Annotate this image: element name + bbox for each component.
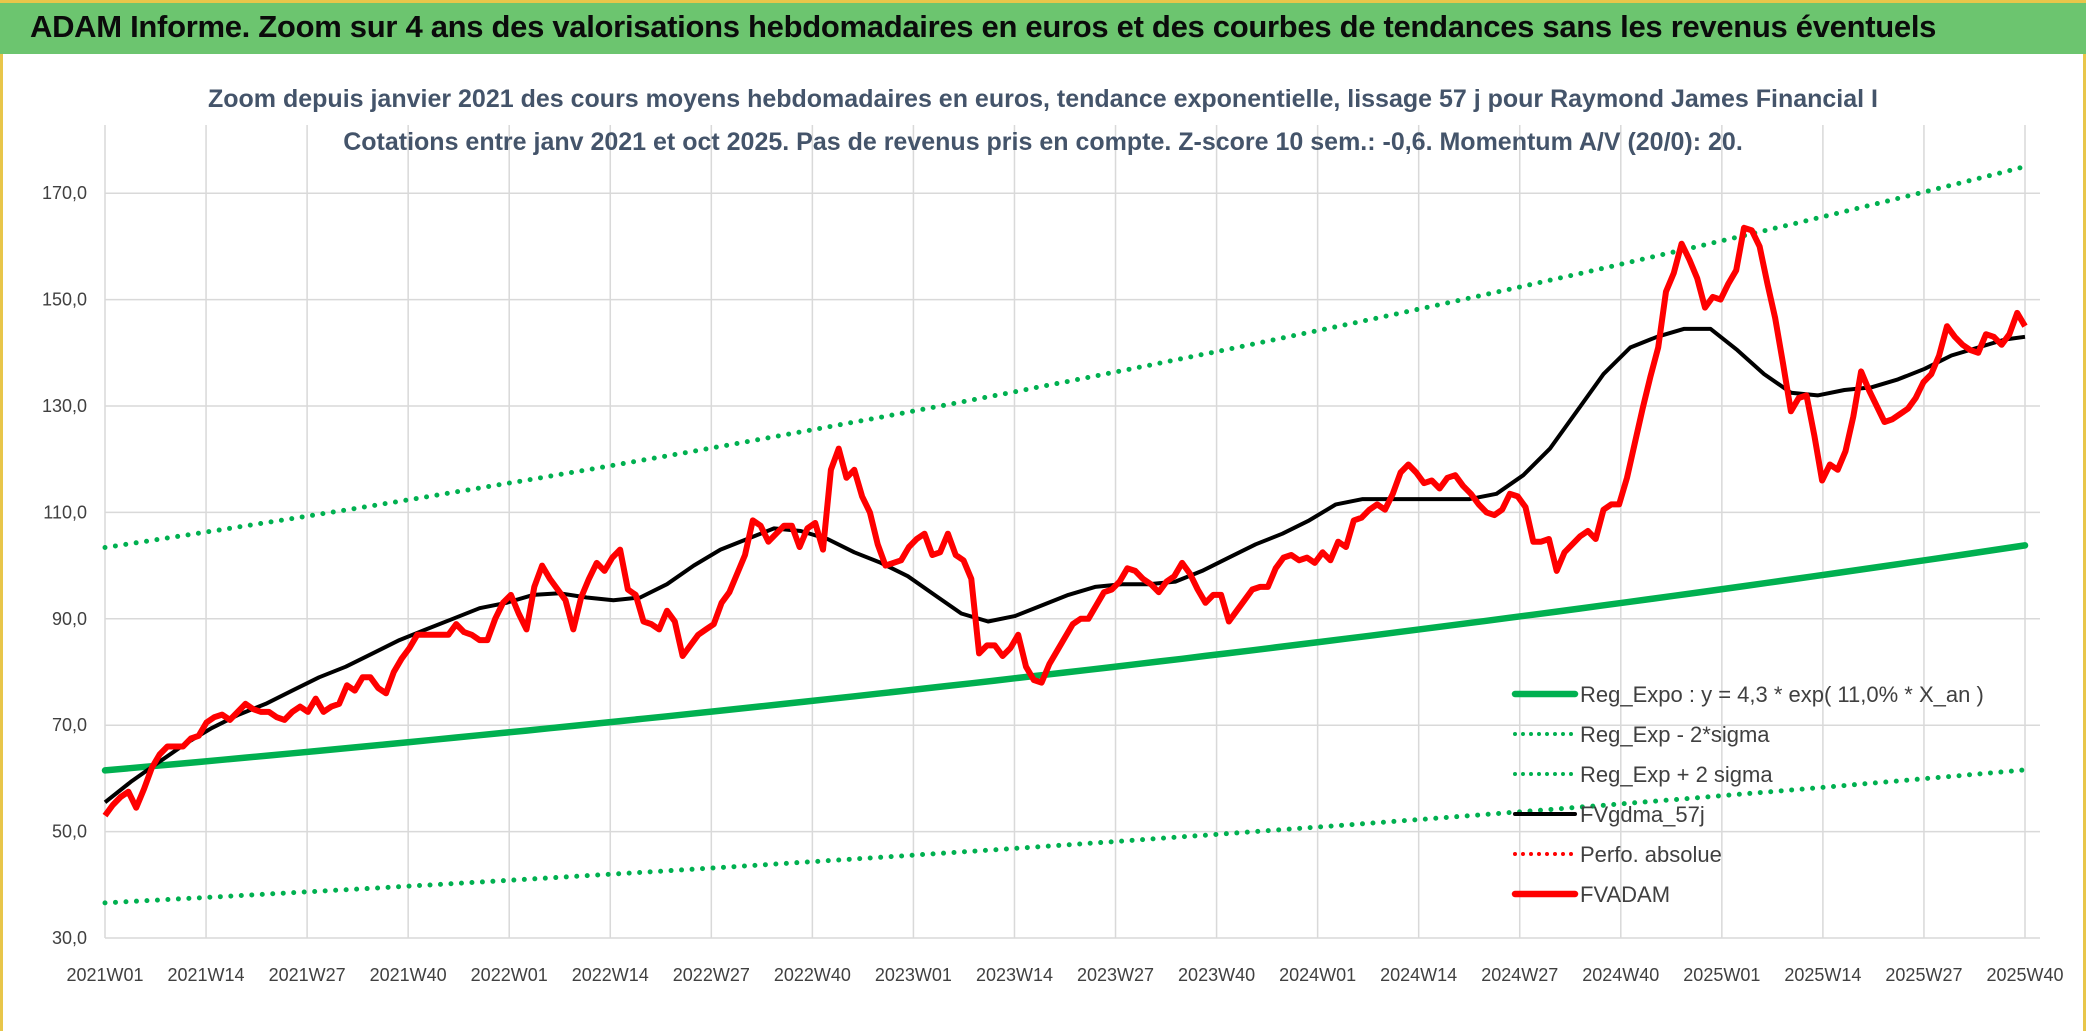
y-tick-label: 150,0 <box>42 290 87 310</box>
series-layer <box>101 164 2029 906</box>
chart-frame <box>0 54 2086 1031</box>
reg-exp-minus-2sigma-line <box>102 767 2028 906</box>
x-tick-label: 2022W01 <box>471 965 548 985</box>
x-tick-label: 2024W01 <box>1279 965 1356 985</box>
x-tick-label: 2022W27 <box>673 965 750 985</box>
reg-expo-line <box>101 542 2029 774</box>
x-tick-label: 2021W14 <box>168 965 245 985</box>
x-tick-label: 2025W14 <box>1784 965 1861 985</box>
chart-title-line2: Cotations entre janv 2021 et oct 2025. P… <box>343 128 1743 156</box>
legend: Reg_Expo : y = 4,3 * exp( 11,0% * X_an )… <box>1511 682 1984 907</box>
x-tick-label: 2025W40 <box>1986 965 2063 985</box>
legend-label-perfo: Perfo. absolue <box>1580 842 1722 867</box>
x-tick-label: 2022W14 <box>572 965 649 985</box>
x-tick-label: 2023W40 <box>1178 965 1255 985</box>
reg-exp-plus-2sigma-line <box>102 164 2028 550</box>
x-tick-label: 2022W40 <box>774 965 851 985</box>
fvadam-line <box>102 224 2028 818</box>
y-axis-ticks: 30,0 50,0 70,0 90,0 110,0 130,0 150,0 170,0 <box>42 183 87 948</box>
report-title: ADAM Informe. Zoom sur 4 ans des valoris… <box>30 9 1937 44</box>
x-tick-label: 2024W14 <box>1380 965 1457 985</box>
legend-label-fvadam: FVADAM <box>1580 882 1670 907</box>
x-tick-label: 2025W27 <box>1885 965 1962 985</box>
y-tick-label: 90,0 <box>52 609 87 629</box>
x-tick-label: 2024W27 <box>1481 965 1558 985</box>
y-tick-label: 70,0 <box>52 715 87 735</box>
legend-label-fvgdma: FVgdma_57j <box>1580 802 1705 827</box>
y-tick-label: 30,0 <box>52 928 87 948</box>
legend-label-reg_plus: Reg_Exp + 2 sigma <box>1580 762 1773 787</box>
chart-title-line1: Zoom depuis janvier 2021 des cours moyen… <box>208 85 1878 113</box>
legend-label-reg_minus: Reg_Exp - 2*sigma <box>1580 722 1770 747</box>
fvgdma-57j-line <box>103 326 2026 804</box>
x-tick-label: 2021W27 <box>269 965 346 985</box>
x-tick-label: 2021W01 <box>66 965 143 985</box>
y-tick-label: 130,0 <box>42 396 87 416</box>
x-tick-label: 2023W14 <box>976 965 1053 985</box>
x-tick-label: 2024W40 <box>1582 965 1659 985</box>
x-tick-label: 2023W01 <box>875 965 952 985</box>
y-tick-label: 110,0 <box>43 502 87 522</box>
x-tick-label: 2023W27 <box>1077 965 1154 985</box>
title-banner: ADAM Informe. Zoom sur 4 ans des valoris… <box>0 0 2086 54</box>
y-tick-label: 170,0 <box>42 183 87 203</box>
x-tick-label: 2025W01 <box>1683 965 1760 985</box>
grid <box>104 125 2040 939</box>
y-tick-label: 50,0 <box>52 822 87 842</box>
x-tick-label: 2021W40 <box>370 965 447 985</box>
legend-label-reg_expo: Reg_Expo : y = 4,3 * exp( 11,0% * X_an ) <box>1580 682 1984 707</box>
x-axis-ticks: 2021W01 2021W14 2021W27 2021W40 2022W01 2022W… <box>66 965 2063 985</box>
